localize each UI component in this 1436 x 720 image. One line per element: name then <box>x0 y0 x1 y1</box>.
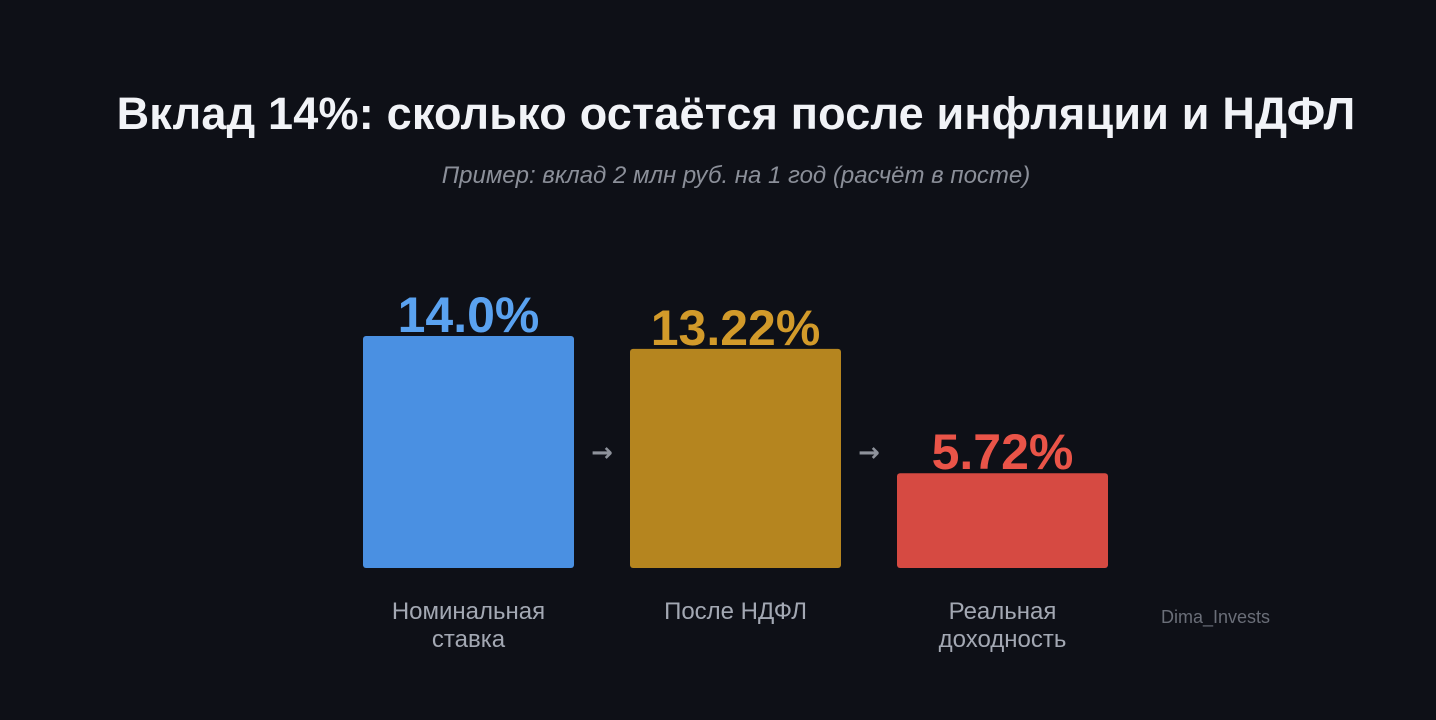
value-label-3: 5.72% <box>932 424 1074 480</box>
bar-3 <box>897 473 1108 568</box>
bar-2 <box>630 348 841 568</box>
bar-1 <box>363 336 574 568</box>
value-label-1: 14.0% <box>398 287 540 343</box>
arrow-icon-1: → <box>591 438 613 468</box>
arrow-icon-2: → <box>858 438 880 468</box>
value-label-2: 13.22% <box>651 300 821 356</box>
category-label-2: После НДФЛ <box>664 598 807 625</box>
chart-subtitle: Пример: вклад 2 млн руб. на 1 год (расчё… <box>441 162 1031 189</box>
category-label-3: Реальная доходность <box>938 598 1067 653</box>
chart-title: Вклад 14%: сколько остаётся после инфляц… <box>116 88 1356 139</box>
watermark: Dima_Invests <box>1161 607 1271 627</box>
category-label-1: Номинальная ставка <box>391 598 546 653</box>
